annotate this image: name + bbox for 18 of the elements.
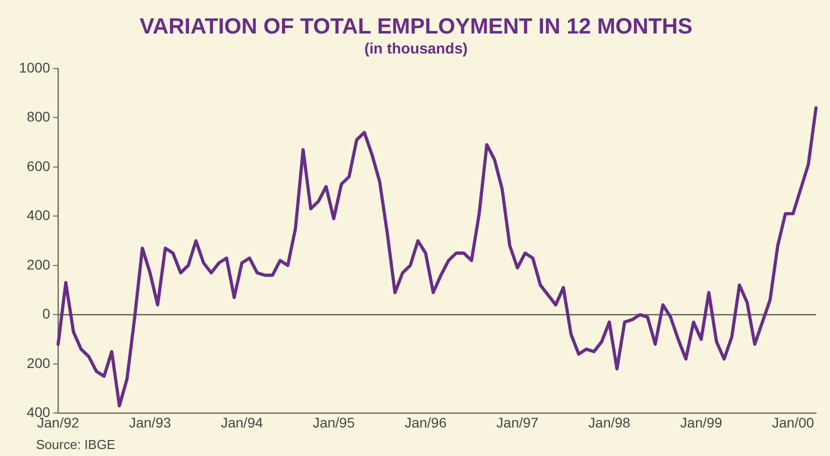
x-tick-label: Jan/98 [588,414,631,430]
x-tick-label: Jan/93 [128,414,172,430]
source-note: Source: IBGE [36,437,116,452]
y-tick-label: 0 [42,306,50,322]
x-tick-label: Jan/00 [772,414,814,430]
y-tick-label: 200 [26,354,50,371]
y-tick-label: 600 [26,158,50,174]
x-tick-label: Jan/97 [496,414,539,430]
y-tick-label: 1000 [18,59,50,76]
x-tick-label: Jan/95 [312,414,355,430]
chart-subtitle: (in thousands) [364,40,468,58]
x-tick-label: Jan/99 [680,414,722,430]
chart-title: VARIATION OF TOTAL EMPLOYMENT IN 12 MONTHS [140,13,692,38]
y-tick-label: 200 [26,256,50,272]
y-tick-label: 400 [26,207,50,224]
x-tick-label: Jan/94 [220,414,264,430]
x-tick-label: Jan/96 [404,414,447,430]
y-tick-label: 800 [26,108,50,125]
